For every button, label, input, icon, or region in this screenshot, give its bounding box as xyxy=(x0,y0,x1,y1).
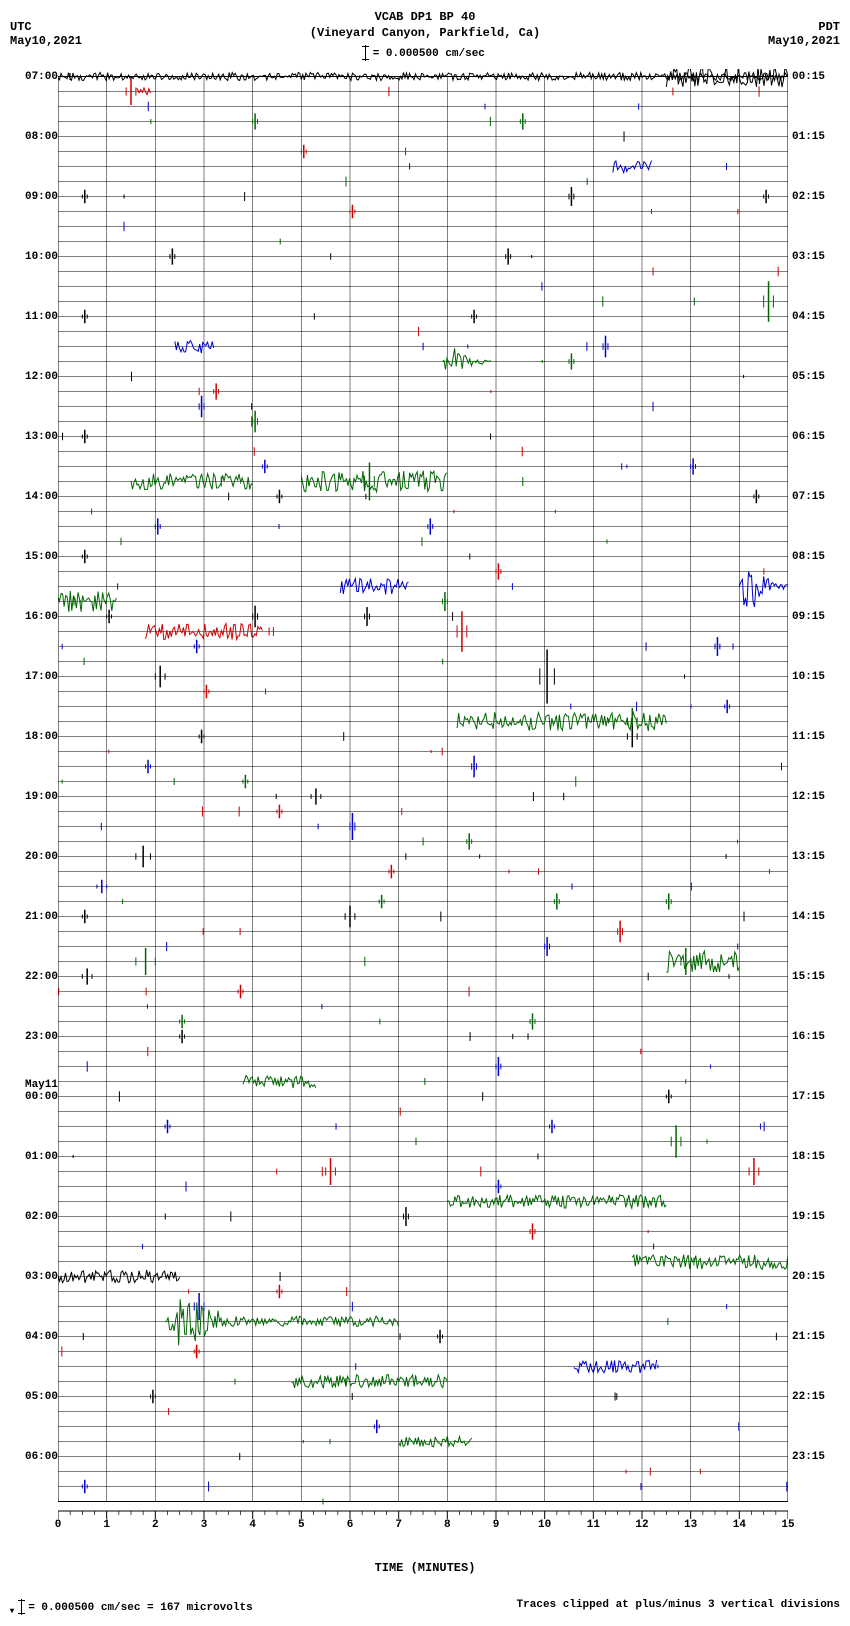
utc-hour-label: 00:00 xyxy=(25,1091,58,1103)
footer-block: ▾ = 0.000500 cm/sec = 167 microvolts Tra… xyxy=(10,1599,840,1616)
utc-hour-label: 12:00 xyxy=(25,371,58,383)
pdt-hour-label: 21:15 xyxy=(792,1331,825,1343)
chart-title-line2: (Vineyard Canyon, Parkfield, Ca) xyxy=(10,26,840,42)
utc-hour-label: 22:00 xyxy=(25,971,58,983)
right-date-label: May10,2021 xyxy=(768,34,840,48)
utc-hour-label: 16:00 xyxy=(25,611,58,623)
pdt-hour-label: 20:15 xyxy=(792,1271,825,1283)
x-tick-label: 12 xyxy=(635,1519,648,1531)
x-tick-label: 0 xyxy=(55,1519,62,1531)
right-tz-label: PDT xyxy=(768,20,840,34)
scale-text: = 0.000500 cm/sec xyxy=(373,48,485,60)
pdt-hour-label: 13:15 xyxy=(792,851,825,863)
pdt-hour-label: 01:15 xyxy=(792,131,825,143)
pdt-hour-label: 04:15 xyxy=(792,311,825,323)
utc-hour-label: 09:00 xyxy=(25,191,58,203)
pdt-hour-label: 14:15 xyxy=(792,911,825,923)
utc-hour-label: 11:00 xyxy=(25,311,58,323)
x-tick-label: 13 xyxy=(684,1519,697,1531)
pdt-hour-label: 05:15 xyxy=(792,371,825,383)
pdt-hour-label: 15:15 xyxy=(792,971,825,983)
x-tick-label: 2 xyxy=(152,1519,159,1531)
left-date-label: May10,2021 xyxy=(10,34,82,48)
x-tick-label: 11 xyxy=(587,1519,600,1531)
pdt-hour-label: 00:15 xyxy=(792,71,825,83)
utc-hour-label: 10:00 xyxy=(25,251,58,263)
utc-hour-label: 02:00 xyxy=(25,1211,58,1223)
pdt-hour-label: 22:15 xyxy=(792,1391,825,1403)
pdt-hour-label: 06:15 xyxy=(792,431,825,443)
utc-hour-label: 17:00 xyxy=(25,671,58,683)
left-tz-label: UTC xyxy=(10,20,82,34)
utc-hour-label: 18:00 xyxy=(25,731,58,743)
x-axis-title: TIME (MINUTES) xyxy=(58,1561,792,1575)
pdt-hour-label: 10:15 xyxy=(792,671,825,683)
chart-title-line1: VCAB DP1 BP 40 xyxy=(10,10,840,26)
utc-label-block: UTC May10,2021 xyxy=(10,20,82,48)
utc-hour-label: 03:00 xyxy=(25,1271,58,1283)
utc-date-rollover-label: May11 xyxy=(25,1079,58,1091)
utc-hour-label: 21:00 xyxy=(25,911,58,923)
footer-right-text: Traces clipped at plus/minus 3 vertical … xyxy=(517,1599,840,1616)
utc-hour-label: 07:00 xyxy=(25,71,58,83)
seismogram-svg xyxy=(58,69,788,1533)
utc-hour-label: 08:00 xyxy=(25,131,58,143)
x-tick-label: 5 xyxy=(298,1519,305,1531)
x-tick-label: 7 xyxy=(395,1519,402,1531)
x-tick-label: 9 xyxy=(493,1519,500,1531)
pdt-hour-label: 08:15 xyxy=(792,551,825,563)
seismogram-container: UTC May10,2021 PDT May10,2021 VCAB DP1 B… xyxy=(10,10,840,1616)
utc-hour-label: 05:00 xyxy=(25,1391,58,1403)
pdt-hour-label: 12:15 xyxy=(792,791,825,803)
x-tick-label: 1 xyxy=(103,1519,110,1531)
scale-indicator: = 0.000500 cm/sec xyxy=(10,45,840,61)
pdt-hour-label: 23:15 xyxy=(792,1451,825,1463)
utc-hour-label: 19:00 xyxy=(25,791,58,803)
x-tick-label: 6 xyxy=(347,1519,354,1531)
pdt-hour-label: 16:15 xyxy=(792,1031,825,1043)
pdt-hour-label: 03:15 xyxy=(792,251,825,263)
pdt-hour-label: 07:15 xyxy=(792,491,825,503)
x-tick-label: 3 xyxy=(201,1519,208,1531)
pdt-label-block: PDT May10,2021 xyxy=(768,20,840,48)
footer-left-text: = 0.000500 cm/sec = 167 microvolts xyxy=(28,1602,252,1614)
x-tick-label: 4 xyxy=(249,1519,256,1531)
pdt-hour-label: 11:15 xyxy=(792,731,825,743)
scale-bar-icon xyxy=(365,45,366,61)
utc-hour-label: 15:00 xyxy=(25,551,58,563)
chart-area: 07:0008:0009:0010:0011:0012:0013:0014:00… xyxy=(58,69,792,1575)
pdt-hour-label: 02:15 xyxy=(792,191,825,203)
x-tick-label: 14 xyxy=(733,1519,746,1531)
pdt-hour-label: 17:15 xyxy=(792,1091,825,1103)
pdt-hour-label: 09:15 xyxy=(792,611,825,623)
utc-hour-label: 13:00 xyxy=(25,431,58,443)
utc-hour-label: 01:00 xyxy=(25,1151,58,1163)
pdt-hour-label: 19:15 xyxy=(792,1211,825,1223)
utc-hour-label: 23:00 xyxy=(25,1031,58,1043)
x-tick-label: 10 xyxy=(538,1519,551,1531)
x-tick-label: 8 xyxy=(444,1519,451,1531)
pdt-hour-label: 18:15 xyxy=(792,1151,825,1163)
utc-hour-label: 14:00 xyxy=(25,491,58,503)
footer-left: ▾ = 0.000500 cm/sec = 167 microvolts xyxy=(10,1599,253,1616)
utc-hour-label: 04:00 xyxy=(25,1331,58,1343)
chart-title-block: VCAB DP1 BP 40 (Vineyard Canyon, Parkfie… xyxy=(10,10,840,41)
x-tick-label: 15 xyxy=(781,1519,794,1531)
utc-hour-label: 06:00 xyxy=(25,1451,58,1463)
utc-hour-label: 20:00 xyxy=(25,851,58,863)
